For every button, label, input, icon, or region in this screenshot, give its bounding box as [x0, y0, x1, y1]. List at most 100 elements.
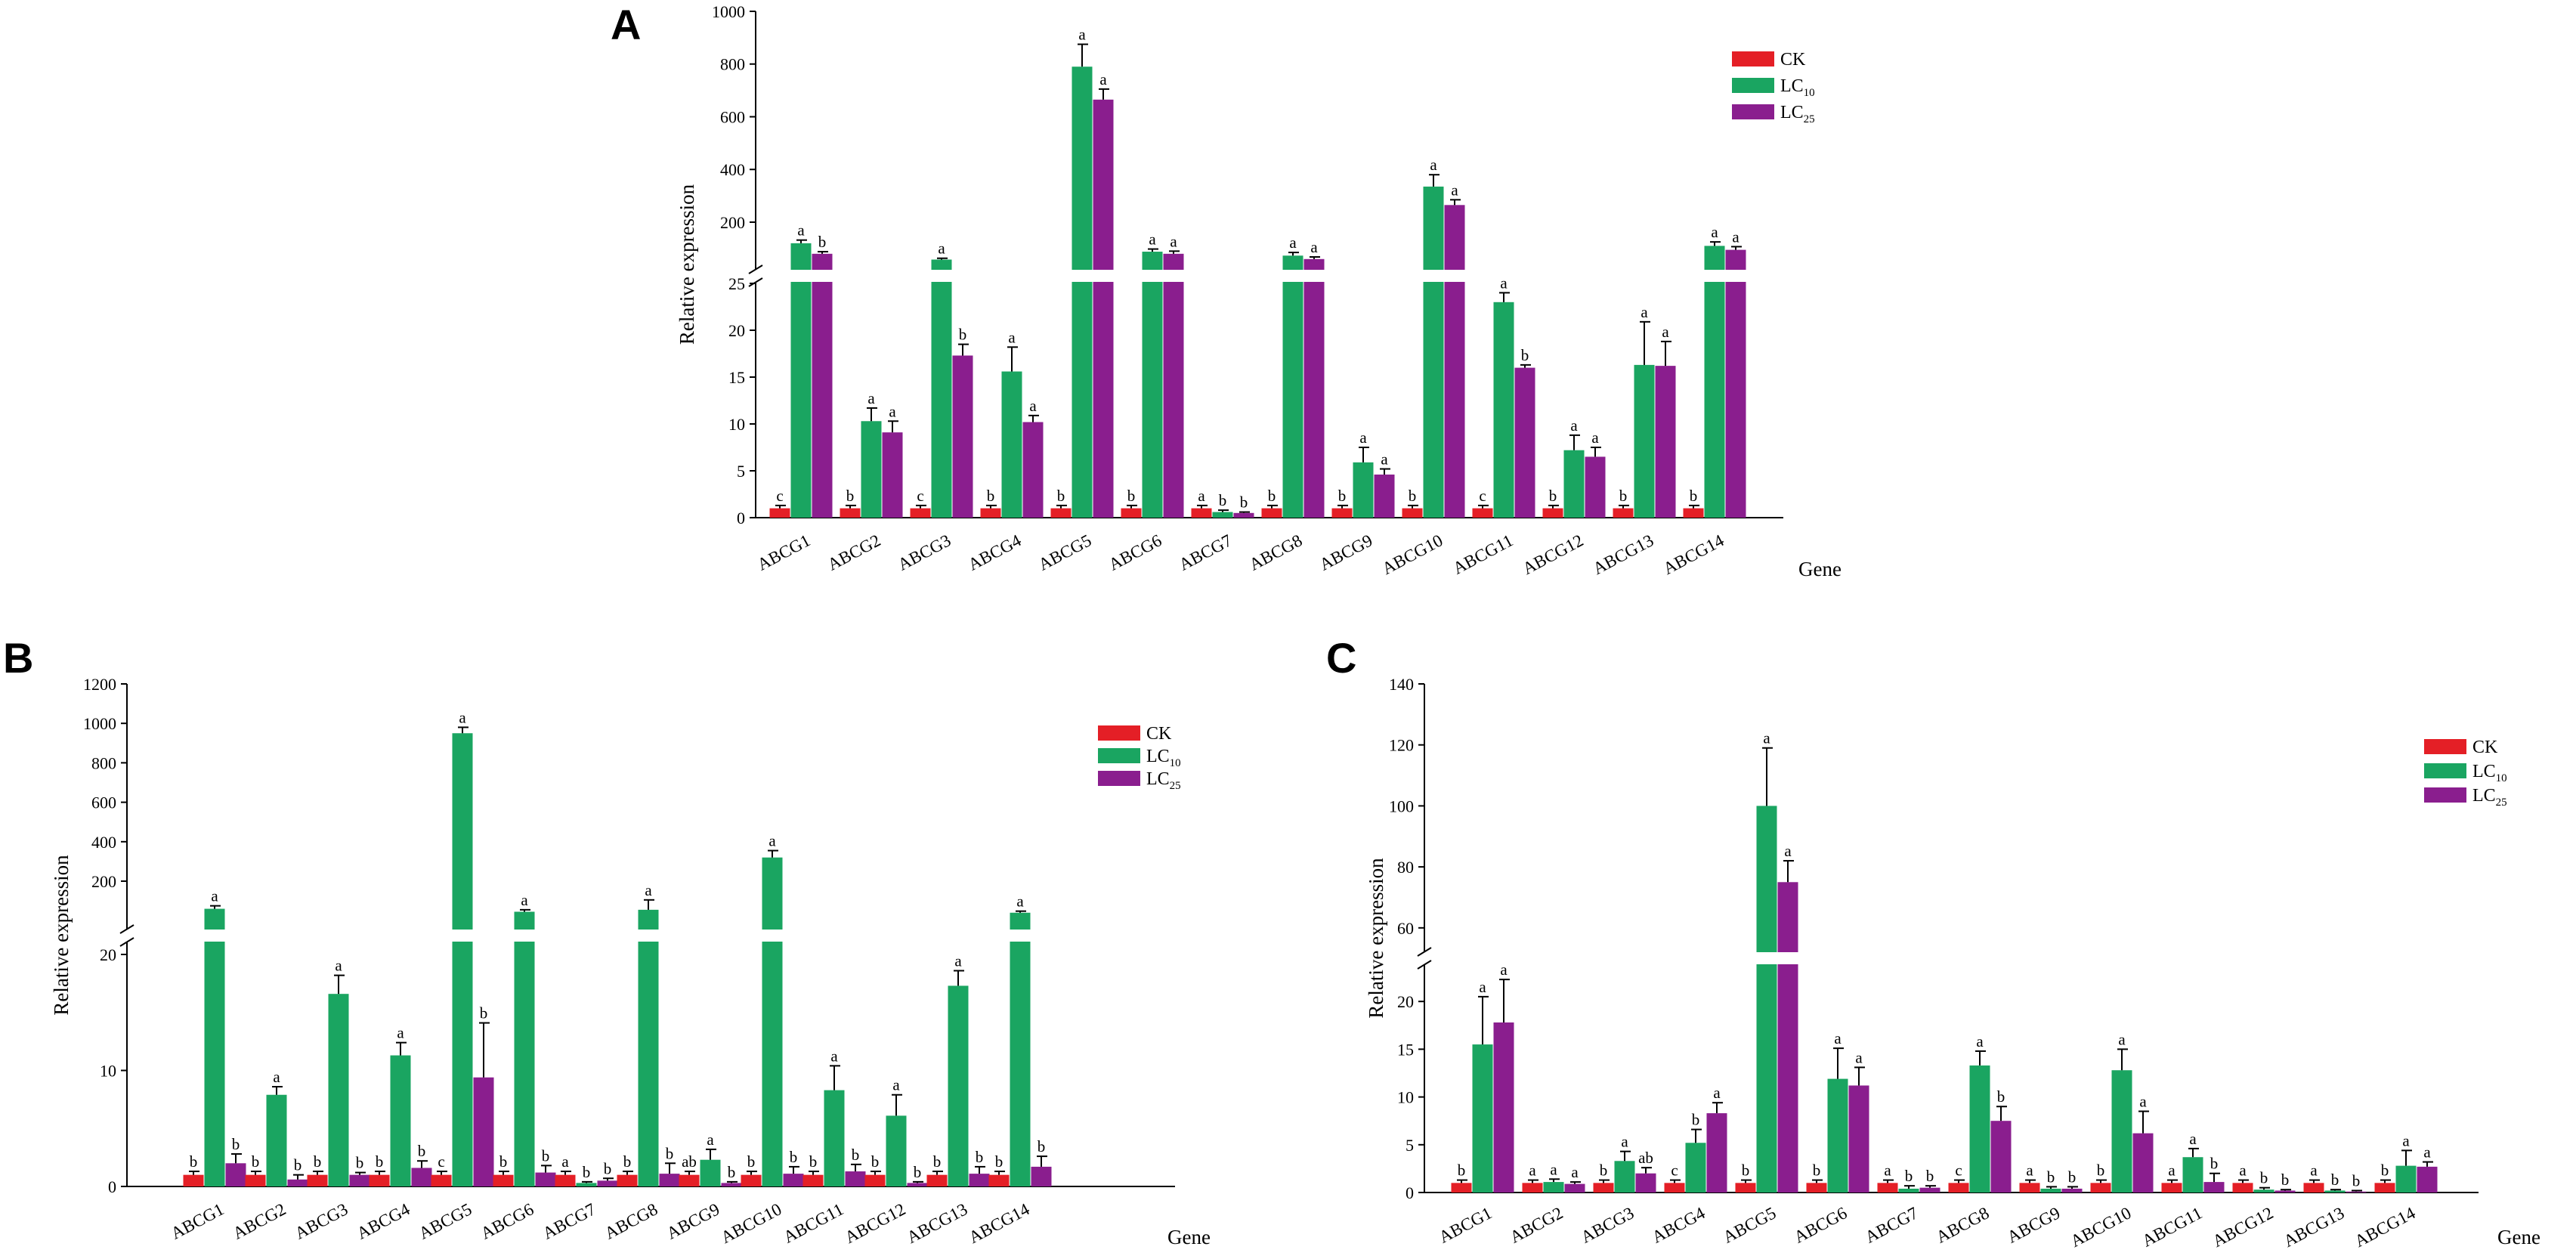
significance-letter: b	[1926, 1167, 1934, 1185]
legend-label: LC10	[1780, 76, 1815, 99]
bar-ck	[2374, 1183, 2395, 1192]
x-axis-title: Gene	[1167, 1226, 1211, 1248]
significance-letter: a	[1711, 223, 1718, 241]
significance-letter: a	[1359, 428, 1367, 447]
bar-lc25	[535, 1172, 556, 1186]
significance-letter: a	[1381, 450, 1388, 469]
x-tick-label: ABCG2	[824, 531, 883, 574]
significance-letter: b	[2210, 1155, 2219, 1173]
bar-break-gap	[1162, 270, 1185, 282]
x-tick-label: ABCG6	[1106, 531, 1164, 574]
bar-lc25	[2061, 1188, 2083, 1192]
bar-lc10	[700, 1159, 721, 1186]
bar-lc10	[204, 908, 225, 1186]
significance-letter: b	[2260, 1169, 2268, 1187]
significance-letter: c	[1671, 1162, 1678, 1180]
y-tick-label: 10	[100, 1062, 116, 1081]
bar-lc10	[328, 994, 349, 1186]
x-tick-label: ABCG14	[1660, 531, 1727, 578]
significance-letter: a	[1078, 26, 1086, 44]
bar-ck	[1402, 508, 1423, 518]
significance-letter: a	[2168, 1162, 2176, 1180]
significance-letter: b	[728, 1163, 736, 1181]
y-tick-label: 800	[91, 753, 116, 772]
bar-break-gap	[1141, 270, 1164, 282]
significance-letter: a	[938, 240, 945, 258]
significance-letter: b	[959, 326, 967, 344]
bar-break-gap	[930, 270, 953, 282]
bar-lc10	[1472, 1044, 1493, 1192]
significance-letter: b	[2068, 1168, 2077, 1186]
bar-ck	[2303, 1183, 2324, 1192]
bar-lc25	[2203, 1182, 2225, 1192]
bar-lc10	[948, 985, 969, 1186]
x-tick-label: ABCG9	[1316, 531, 1375, 574]
significance-letter: a	[2139, 1093, 2147, 1111]
bar-ck	[679, 1174, 700, 1186]
significance-letter: b	[356, 1154, 364, 1172]
x-tick-label: ABCG13	[2281, 1203, 2347, 1251]
bar-ck	[2019, 1183, 2040, 1192]
significance-letter: b	[666, 1144, 674, 1162]
x-tick-label: ABCG14	[2352, 1203, 2419, 1251]
x-tick-label: ABCG13	[1590, 531, 1656, 578]
x-tick-label: ABCG4	[1649, 1203, 1709, 1247]
significance-letter: b	[1219, 491, 1227, 509]
bar-break-gap	[1724, 270, 1747, 282]
x-tick-label: ABCG5	[416, 1199, 475, 1242]
x-tick-label: ABCG8	[601, 1199, 660, 1242]
bar-break-gap	[451, 930, 474, 942]
bar-lc10	[2253, 1189, 2274, 1192]
significance-letter: a	[1500, 274, 1508, 292]
bar-ck	[555, 1174, 576, 1186]
x-tick-label: ABCG1	[168, 1199, 227, 1242]
y-tick-label: 80	[1397, 858, 1414, 877]
x-tick-label: ABCG11	[1450, 531, 1517, 577]
x-tick-label: ABCG4	[354, 1199, 413, 1243]
bar-break-gap	[1009, 930, 1031, 942]
significance-letter: b	[809, 1152, 818, 1171]
bar-break-gap	[1755, 952, 1778, 964]
significance-letter: b	[1338, 487, 1347, 505]
legend-label: LC25	[1146, 769, 1181, 792]
significance-letter: a	[1310, 238, 1318, 256]
bar-lc25	[1444, 205, 1465, 518]
significance-letter: b	[1127, 487, 1136, 505]
significance-letter: a	[2026, 1162, 2033, 1180]
significance-letter: b	[604, 1159, 612, 1177]
bar-lc10	[2324, 1190, 2346, 1192]
significance-letter: a	[335, 957, 342, 975]
bar-ck	[1877, 1183, 1898, 1192]
bar-lc25	[1303, 258, 1325, 518]
bar-lc25	[1585, 456, 1606, 518]
y-tick-label: 140	[1389, 675, 1414, 694]
bar-break-gap	[1443, 270, 1466, 282]
significance-letter: b	[2097, 1162, 2105, 1180]
bar-lc10	[1634, 364, 1655, 518]
bar-break-gap	[761, 930, 784, 942]
bar-break-gap	[637, 930, 660, 942]
bar-ck	[980, 508, 1001, 518]
bar-lc25	[1706, 1113, 1727, 1192]
significance-letter: a	[797, 221, 805, 240]
significance-letter: b	[1905, 1167, 1913, 1185]
bar-lc10	[790, 243, 812, 518]
bar-ck	[493, 1174, 514, 1186]
significance-letter: ab	[1638, 1149, 1653, 1167]
bar-break-gap	[1282, 270, 1304, 282]
legend-swatch-ck	[1732, 51, 1774, 67]
bar-ck	[307, 1174, 328, 1186]
y-tick-label: 60	[1397, 919, 1414, 938]
x-tick-label: ABCG1	[754, 531, 813, 574]
significance-letter: b	[314, 1152, 322, 1171]
bar-break-gap	[790, 270, 812, 282]
bar-lc10	[1969, 1065, 1990, 1192]
significance-letter: b	[542, 1146, 550, 1165]
bar-lc10	[2111, 1070, 2132, 1192]
x-tick-label: ABCG6	[1791, 1203, 1850, 1246]
significance-letter: b	[1997, 1087, 2005, 1106]
y-tick-label: 100	[1389, 797, 1414, 815]
y-tick-label: 200	[91, 872, 116, 891]
significance-letter: a	[1198, 487, 1205, 505]
